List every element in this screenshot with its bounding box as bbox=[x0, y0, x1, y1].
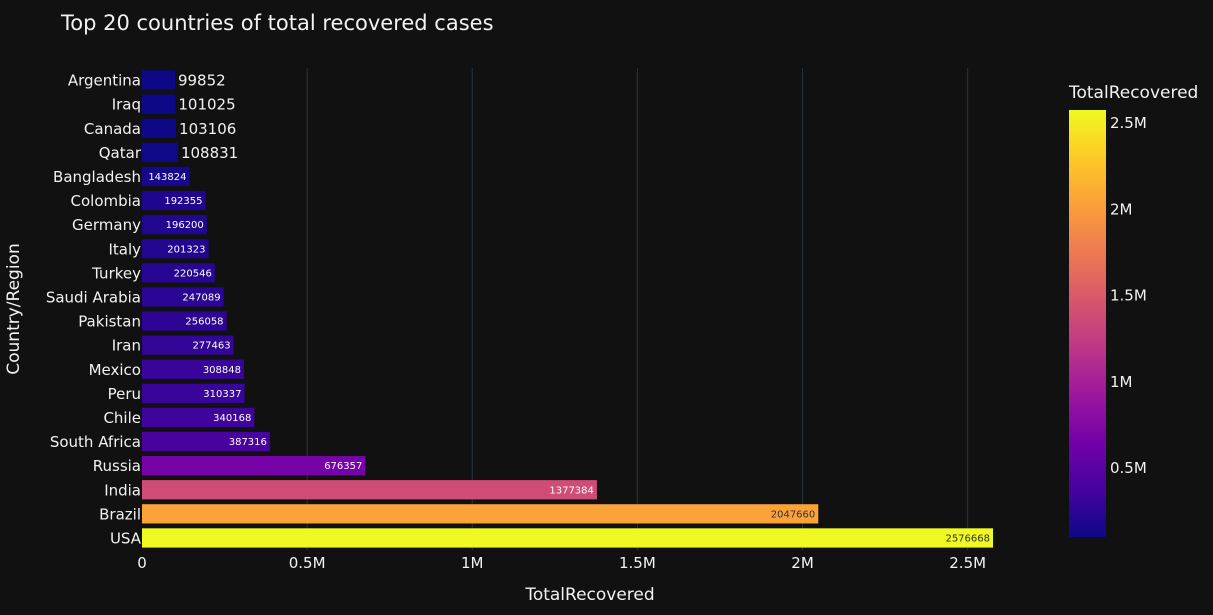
y-tick-label: Pakistan bbox=[78, 313, 141, 331]
x-tick-label: 0 bbox=[137, 554, 147, 572]
colorbar-title: TotalRecovered bbox=[1068, 83, 1198, 103]
bar-value-label: 220546 bbox=[174, 268, 212, 279]
bar-value-label: 256058 bbox=[185, 317, 223, 328]
colorbar: TotalRecovered 0.5M 1M 1.5M 2M 2.5M bbox=[1068, 83, 1198, 537]
bar-value-label: 192355 bbox=[164, 196, 202, 207]
bar-value-label: 99852 bbox=[178, 72, 226, 90]
y-tick-label: Canada bbox=[84, 120, 141, 138]
bar-value-label: 196200 bbox=[166, 220, 204, 231]
colorbar-tick-label: 2.5M bbox=[1110, 114, 1147, 132]
bar-value-label: 2047660 bbox=[771, 509, 816, 520]
y-axis-title: Country/Region bbox=[4, 243, 24, 374]
y-tick-label: Russia bbox=[93, 457, 141, 475]
y-tick-labels: Argentina Iraq Canada Qatar Bangladesh Colomb… bbox=[46, 72, 142, 548]
bar-value-label: 201323 bbox=[167, 244, 205, 255]
bar-value-label: 247089 bbox=[182, 292, 220, 303]
bar bbox=[142, 456, 366, 476]
y-tick-label: Brazil bbox=[99, 505, 141, 523]
bar bbox=[142, 190, 206, 211]
bar bbox=[142, 94, 176, 114]
x-tick-label: 2.5M bbox=[949, 554, 986, 572]
bar bbox=[142, 215, 207, 235]
bar-value-label: 108831 bbox=[181, 144, 238, 162]
y-tick-label: Peru bbox=[108, 385, 141, 403]
bar bbox=[142, 359, 245, 379]
bar bbox=[142, 383, 245, 403]
y-tick-label: South Africa bbox=[50, 433, 141, 451]
x-tick-label: 2M bbox=[791, 554, 814, 572]
bar bbox=[142, 166, 190, 187]
y-tick-label: Argentina bbox=[68, 72, 141, 90]
colorbar-tick-label: 0.5M bbox=[1110, 459, 1147, 477]
bar-value-label: 340168 bbox=[213, 413, 251, 424]
y-tick-label: Colombia bbox=[71, 192, 142, 210]
bar bbox=[142, 287, 224, 307]
y-tick-label: India bbox=[104, 481, 141, 499]
bar bbox=[142, 407, 255, 428]
bar-value-label: 101025 bbox=[178, 96, 235, 114]
x-axis-title: TotalRecovered bbox=[524, 585, 654, 605]
chart-title: Top 20 countries of total recovered case… bbox=[60, 11, 494, 35]
bar-value-label: 310337 bbox=[203, 389, 241, 400]
y-tick-label: Turkey bbox=[91, 264, 141, 282]
bar-value-label: 387316 bbox=[229, 437, 267, 448]
x-tick-label: 0.5M bbox=[289, 554, 326, 572]
x-tick-label: 1M bbox=[461, 554, 484, 572]
y-tick-label: Germany bbox=[72, 216, 141, 234]
bar-value-label: 143824 bbox=[148, 172, 186, 183]
bar bbox=[142, 118, 177, 138]
colorbar-tick-label: 1.5M bbox=[1110, 287, 1147, 305]
y-tick-label: Iraq bbox=[112, 96, 141, 114]
y-tick-label: Saudi Arabia bbox=[46, 288, 141, 306]
x-tick-labels: 0 0.5M 1M 1.5M 2M 2.5M bbox=[137, 554, 986, 572]
bar-value-label: 308848 bbox=[203, 365, 241, 376]
bar bbox=[142, 335, 234, 355]
bar bbox=[142, 504, 819, 524]
bar bbox=[142, 311, 227, 331]
x-tick-label: 1.5M bbox=[619, 554, 656, 572]
bar-value-label: 277463 bbox=[192, 341, 230, 352]
bar bbox=[142, 263, 215, 283]
y-tick-label: Mexico bbox=[89, 361, 141, 379]
bar bbox=[142, 528, 993, 548]
bar bbox=[142, 480, 597, 500]
bar bbox=[142, 70, 175, 90]
y-tick-label: Iran bbox=[112, 337, 141, 355]
bar-value-label: 1377384 bbox=[549, 485, 594, 496]
y-tick-label: USA bbox=[110, 529, 142, 547]
y-tick-label: Bangladesh bbox=[53, 168, 141, 186]
colorbar-gradient bbox=[1069, 110, 1106, 537]
bar-value-label: 103106 bbox=[179, 120, 236, 138]
y-tick-label: Italy bbox=[108, 240, 141, 258]
colorbar-ticks: 0.5M 1M 1.5M 2M 2.5M bbox=[1110, 114, 1147, 477]
colorbar-tick-label: 2M bbox=[1110, 200, 1133, 218]
bars: 99852 101025 103106 108831 143824 192355 19620… bbox=[142, 70, 993, 548]
colorbar-tick-label: 1M bbox=[1110, 373, 1133, 391]
bar-value-label: 676357 bbox=[324, 461, 362, 472]
bar bbox=[142, 431, 270, 452]
gridlines bbox=[306, 68, 969, 550]
bar-value-label: 2576668 bbox=[945, 533, 990, 544]
bar bbox=[142, 142, 178, 162]
y-tick-label: Qatar bbox=[99, 144, 142, 162]
bar bbox=[142, 239, 209, 259]
y-tick-label: Chile bbox=[103, 409, 141, 427]
